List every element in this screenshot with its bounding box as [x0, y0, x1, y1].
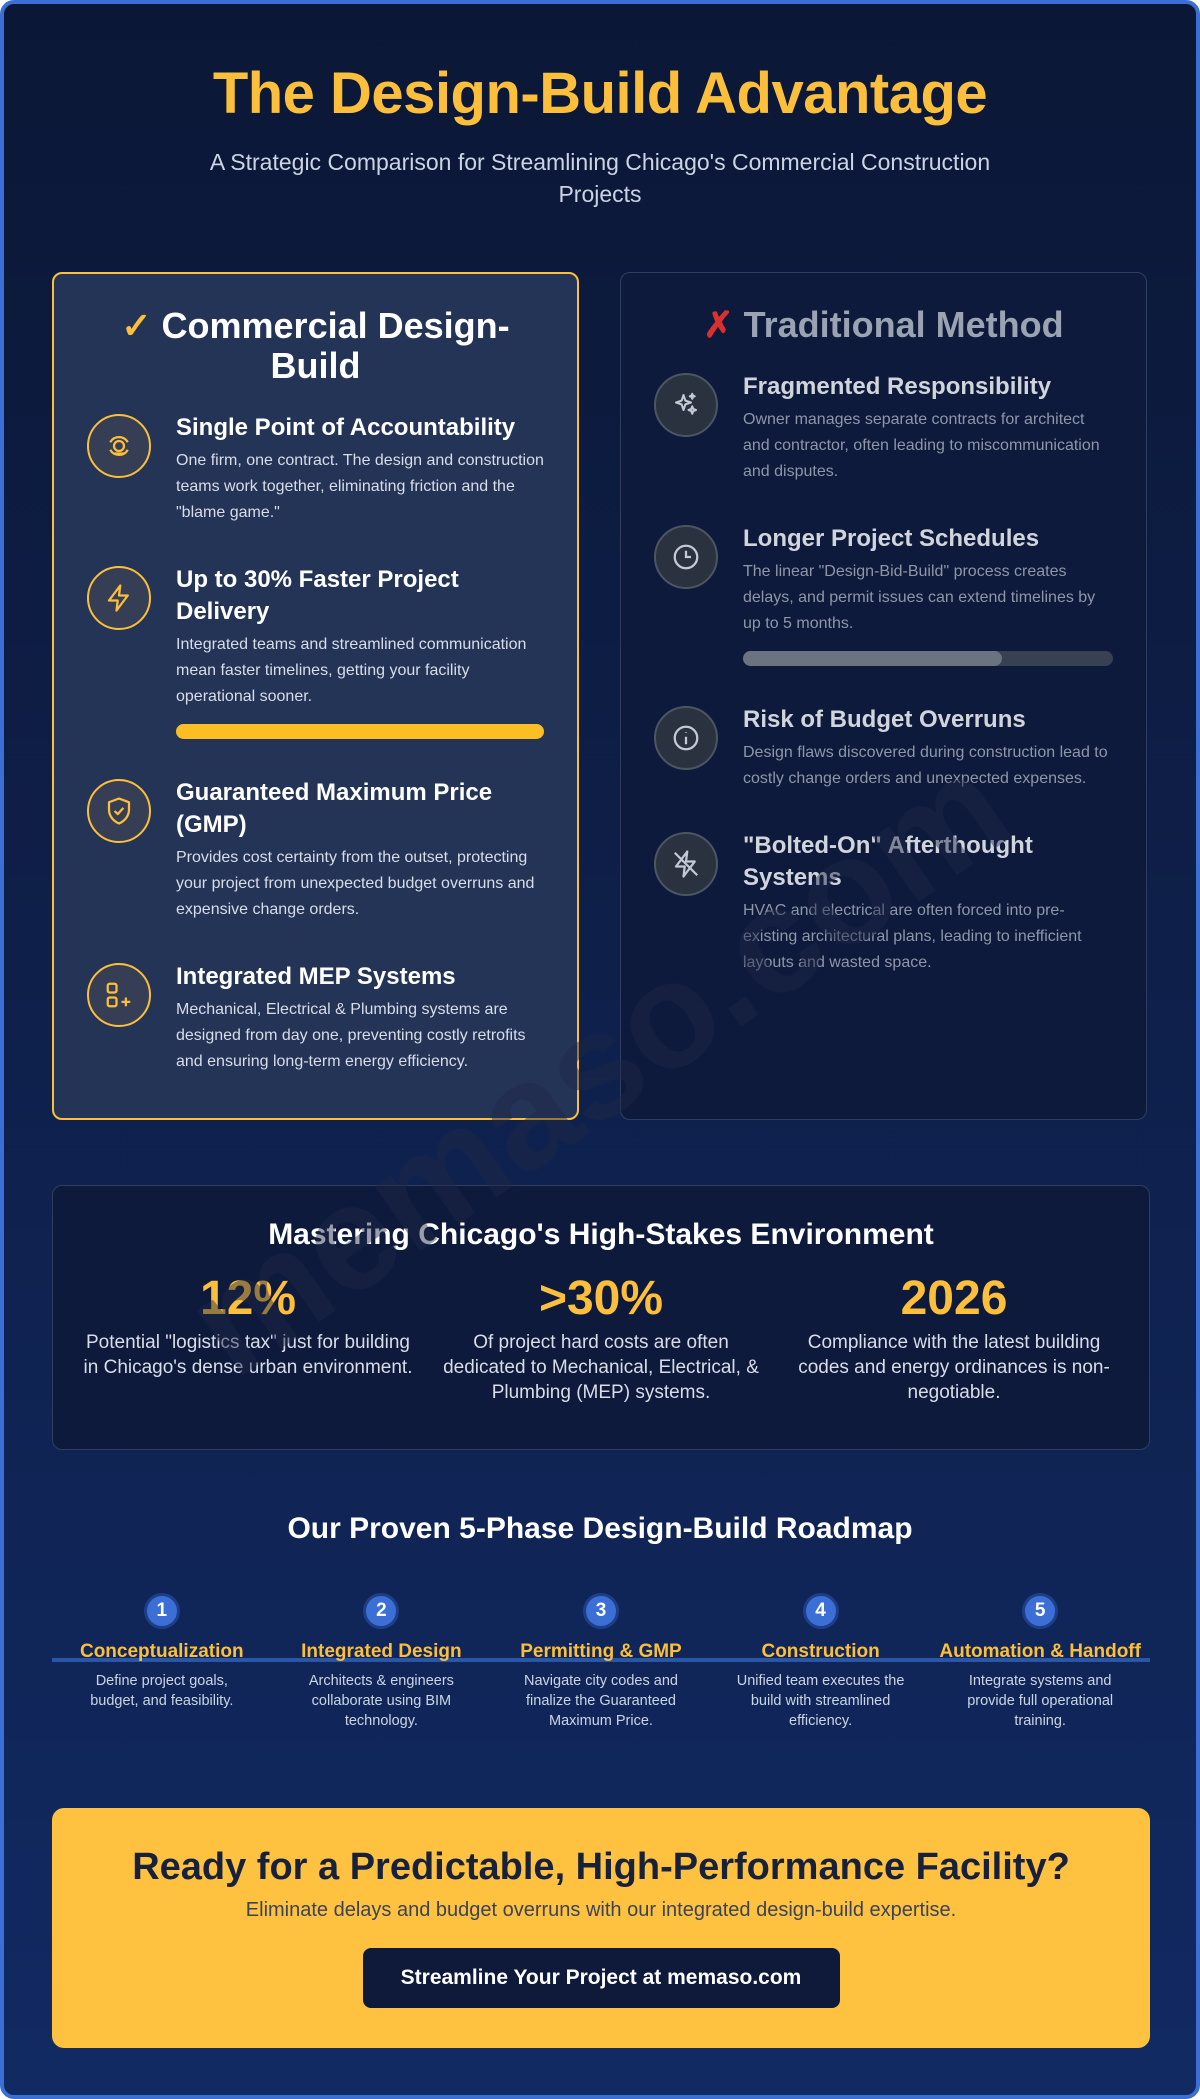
icon	[654, 525, 718, 589]
phase-text: Unified team executes the build with str…	[736, 1673, 905, 1729]
phase-title: Integrated Design	[301, 1641, 462, 1662]
drawback-title: Fragmented Responsibility	[743, 373, 1052, 400]
benefit-text: Provides cost certainty from the outset,…	[176, 849, 535, 918]
benefit: Guaranteed Maximum Price (GMP) Provides c…	[87, 779, 544, 923]
drawback: Risk of Budget Overruns Design flaws disc…	[654, 706, 1113, 792]
benefit: Up to 30% Faster Project Delivery Integra…	[87, 566, 544, 739]
check-mark: ✓	[121, 305, 152, 346]
phase: 4 Construction Unified team executes the b…	[711, 1593, 931, 1731]
benefit-title: Integrated MEP Systems	[176, 963, 456, 990]
stat-value: 12%	[199, 1272, 297, 1325]
phase-title: Permitting & GMP	[520, 1641, 682, 1662]
stat-text: Compliance with the latest building code…	[798, 1332, 1110, 1403]
drawback: "Bolted-On" Afterthought Systems HVAC and…	[654, 832, 1113, 976]
stat-text: Potential "logistics tax" just for build…	[83, 1332, 413, 1378]
stats-row: 12% Potential "logistics tax" just for bu…	[53, 1272, 1149, 1405]
drawback-text: Design flaws discovered during construct…	[743, 744, 1108, 787]
phase-text: Architects & engineers collaborate using…	[308, 1673, 454, 1729]
stat-value: >30%	[538, 1272, 664, 1325]
benefit-title: Guaranteed Maximum Price (GMP)	[176, 779, 493, 838]
drawback-text: Owner manages separate contracts for arc…	[743, 411, 1100, 480]
stat-value: 2026	[900, 1272, 1008, 1325]
stat: >30% Of project hard costs are often dedi…	[436, 1272, 766, 1405]
cta-text: Eliminate delays and budget overruns wit…	[245, 1899, 957, 1921]
card-title: ✗ Traditional Method	[684, 305, 1083, 345]
title: The Design-Build Advantage	[212, 61, 988, 126]
icon	[654, 373, 718, 437]
cta-button[interactable]: Streamline Your Project at memaso.com	[362, 1948, 840, 2008]
phase-title: Automation & Handoff	[939, 1641, 1141, 1662]
card-title: ✓ Commercial Design-Build	[117, 306, 514, 386]
card-heading: Traditional Method	[743, 304, 1064, 345]
drawback: Fragmented Responsibility Owner manages s…	[654, 373, 1113, 485]
icon	[87, 566, 151, 630]
benefit-text: Integrated teams and streamlined communi…	[176, 636, 527, 705]
phase-number: 3	[582, 1593, 619, 1629]
roadmap-phases: 1 Conceptualization Define project goals, …	[52, 1593, 1150, 1731]
stats-title: Mastering Chicago's High-Stakes Environm…	[268, 1218, 934, 1251]
drawback: Longer Project Schedules The linear "Desi…	[654, 525, 1113, 666]
phase-number: 1	[143, 1593, 180, 1629]
drawback-title: "Bolted-On" Afterthought Systems	[743, 832, 1033, 891]
drawback-title: Risk of Budget Overruns	[743, 706, 1026, 733]
cross-mark: ✗	[703, 304, 734, 345]
benefit-title: Up to 30% Faster Project Delivery	[176, 566, 459, 625]
phase: 1 Conceptualization Define project goals, …	[52, 1593, 272, 1731]
icon	[654, 832, 718, 896]
stat: 12% Potential "logistics tax" just for bu…	[83, 1272, 413, 1405]
design-build-card: ✓ Commercial Design-Build Single Point o…	[52, 272, 579, 1120]
phase-title: Construction	[761, 1641, 880, 1662]
progress-bar	[743, 651, 1002, 666]
progress-track	[743, 651, 1113, 666]
phase: 5 Automation & Handoff Integrate systems a…	[930, 1593, 1150, 1731]
phase: 3 Permitting & GMP Navigate city codes and…	[491, 1593, 711, 1731]
roadmap-title: Our Proven 5-Phase Design-Build Roadmap	[287, 1512, 913, 1545]
benefit: Single Point of Accountability One firm, …	[87, 414, 544, 526]
progress-bar	[176, 724, 544, 739]
benefit-title: Single Point of Accountability	[176, 414, 516, 441]
stat: 2026 Compliance with the latest building …	[789, 1272, 1119, 1405]
icon	[87, 414, 151, 478]
call-to-action: Ready for a Predictable, High-Performanc…	[52, 1808, 1150, 2048]
roadmap-line	[52, 1658, 1150, 1662]
stat-text: Of project hard costs are often dedicate…	[443, 1332, 759, 1403]
phase-text: Navigate city codes and finalize the Gua…	[524, 1673, 678, 1729]
traditional-card: ✗ Traditional Method Fragmented Responsi…	[620, 272, 1147, 1120]
phase: 2 Integrated Design Architects & engineers…	[272, 1593, 492, 1731]
drawback-text: The linear "Design-Bid-Build" process cr…	[743, 563, 1096, 632]
phase-text: Define project goals, budget, and feasib…	[90, 1673, 234, 1709]
icon	[654, 706, 718, 770]
drawback-text: HVAC and electrical are often forced int…	[743, 902, 1082, 971]
stats-panel: Mastering Chicago's High-Stakes Environm…	[52, 1185, 1150, 1450]
phase-number: 5	[1022, 1593, 1059, 1629]
phase-text: Integrate systems and provide full opera…	[967, 1673, 1114, 1729]
cta-title: Ready for a Predictable, High-Performanc…	[132, 1846, 1070, 1888]
phase-number: 2	[363, 1593, 400, 1629]
phase-title: Conceptualization	[79, 1641, 244, 1662]
benefit: Integrated MEP Systems Mechanical, Electr…	[87, 963, 544, 1075]
icon	[87, 963, 151, 1027]
card-heading: Commercial Design-Build	[161, 305, 510, 386]
benefit-text: Mechanical, Electrical & Plumbing system…	[176, 1001, 526, 1070]
drawback-title: Longer Project Schedules	[743, 525, 1040, 552]
subtitle: A Strategic Comparison for Streamlining …	[209, 149, 991, 207]
benefit-text: One firm, one contract. The design and c…	[176, 452, 544, 521]
icon	[87, 779, 151, 843]
phase-number: 4	[802, 1593, 839, 1629]
